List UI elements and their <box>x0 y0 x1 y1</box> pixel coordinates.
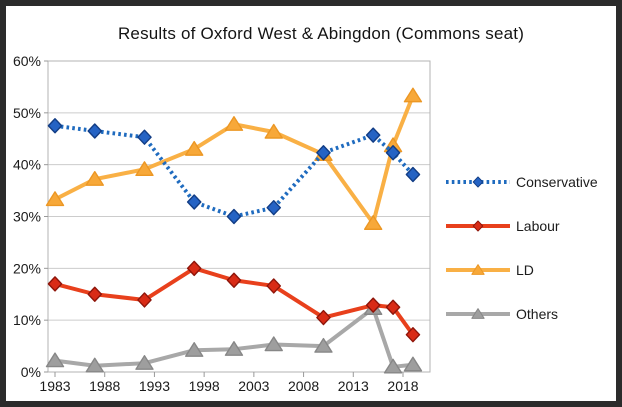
svg-text:1983: 1983 <box>39 378 70 394</box>
ld-line-swatch-icon <box>446 264 510 275</box>
legend-label: Conservative <box>516 174 598 190</box>
svg-text:2013: 2013 <box>338 378 369 394</box>
legend-label: Others <box>516 306 559 322</box>
svg-text:0%: 0% <box>21 364 41 380</box>
legend-label: LD <box>516 262 534 278</box>
legend-item-conservative: Conservative <box>445 172 615 192</box>
svg-text:1988: 1988 <box>89 378 120 394</box>
svg-text:10%: 10% <box>13 312 41 328</box>
svg-text:40%: 40% <box>13 157 41 173</box>
others-line-swatch-icon <box>446 308 510 319</box>
svg-text:30%: 30% <box>13 209 41 225</box>
svg-text:20%: 20% <box>13 260 41 276</box>
svg-text:1993: 1993 <box>139 378 170 394</box>
legend-item-ld: LD <box>445 260 615 280</box>
labour-line-swatch-icon <box>446 220 510 232</box>
line-chart-plot-area: 0% 10% 20% 30% 40% 50% 60% 1983 1988 1993 1998 2003… <box>13 53 431 394</box>
svg-text:2018: 2018 <box>387 378 418 394</box>
svg-text:2008: 2008 <box>288 378 319 394</box>
chart-title: Results of Oxford West & Abingdon (Commo… <box>117 24 525 43</box>
svg-text:50%: 50% <box>13 105 41 121</box>
legend-item-others: Others <box>445 304 615 324</box>
legend-label: Labour <box>516 218 560 234</box>
conservative-line-swatch-icon <box>446 176 510 188</box>
legend: Conservative Labour LD Others <box>445 172 615 348</box>
svg-text:60%: 60% <box>13 53 41 69</box>
legend-item-labour: Labour <box>445 216 615 236</box>
svg-text:2003: 2003 <box>238 378 269 394</box>
svg-text:1998: 1998 <box>189 378 220 394</box>
